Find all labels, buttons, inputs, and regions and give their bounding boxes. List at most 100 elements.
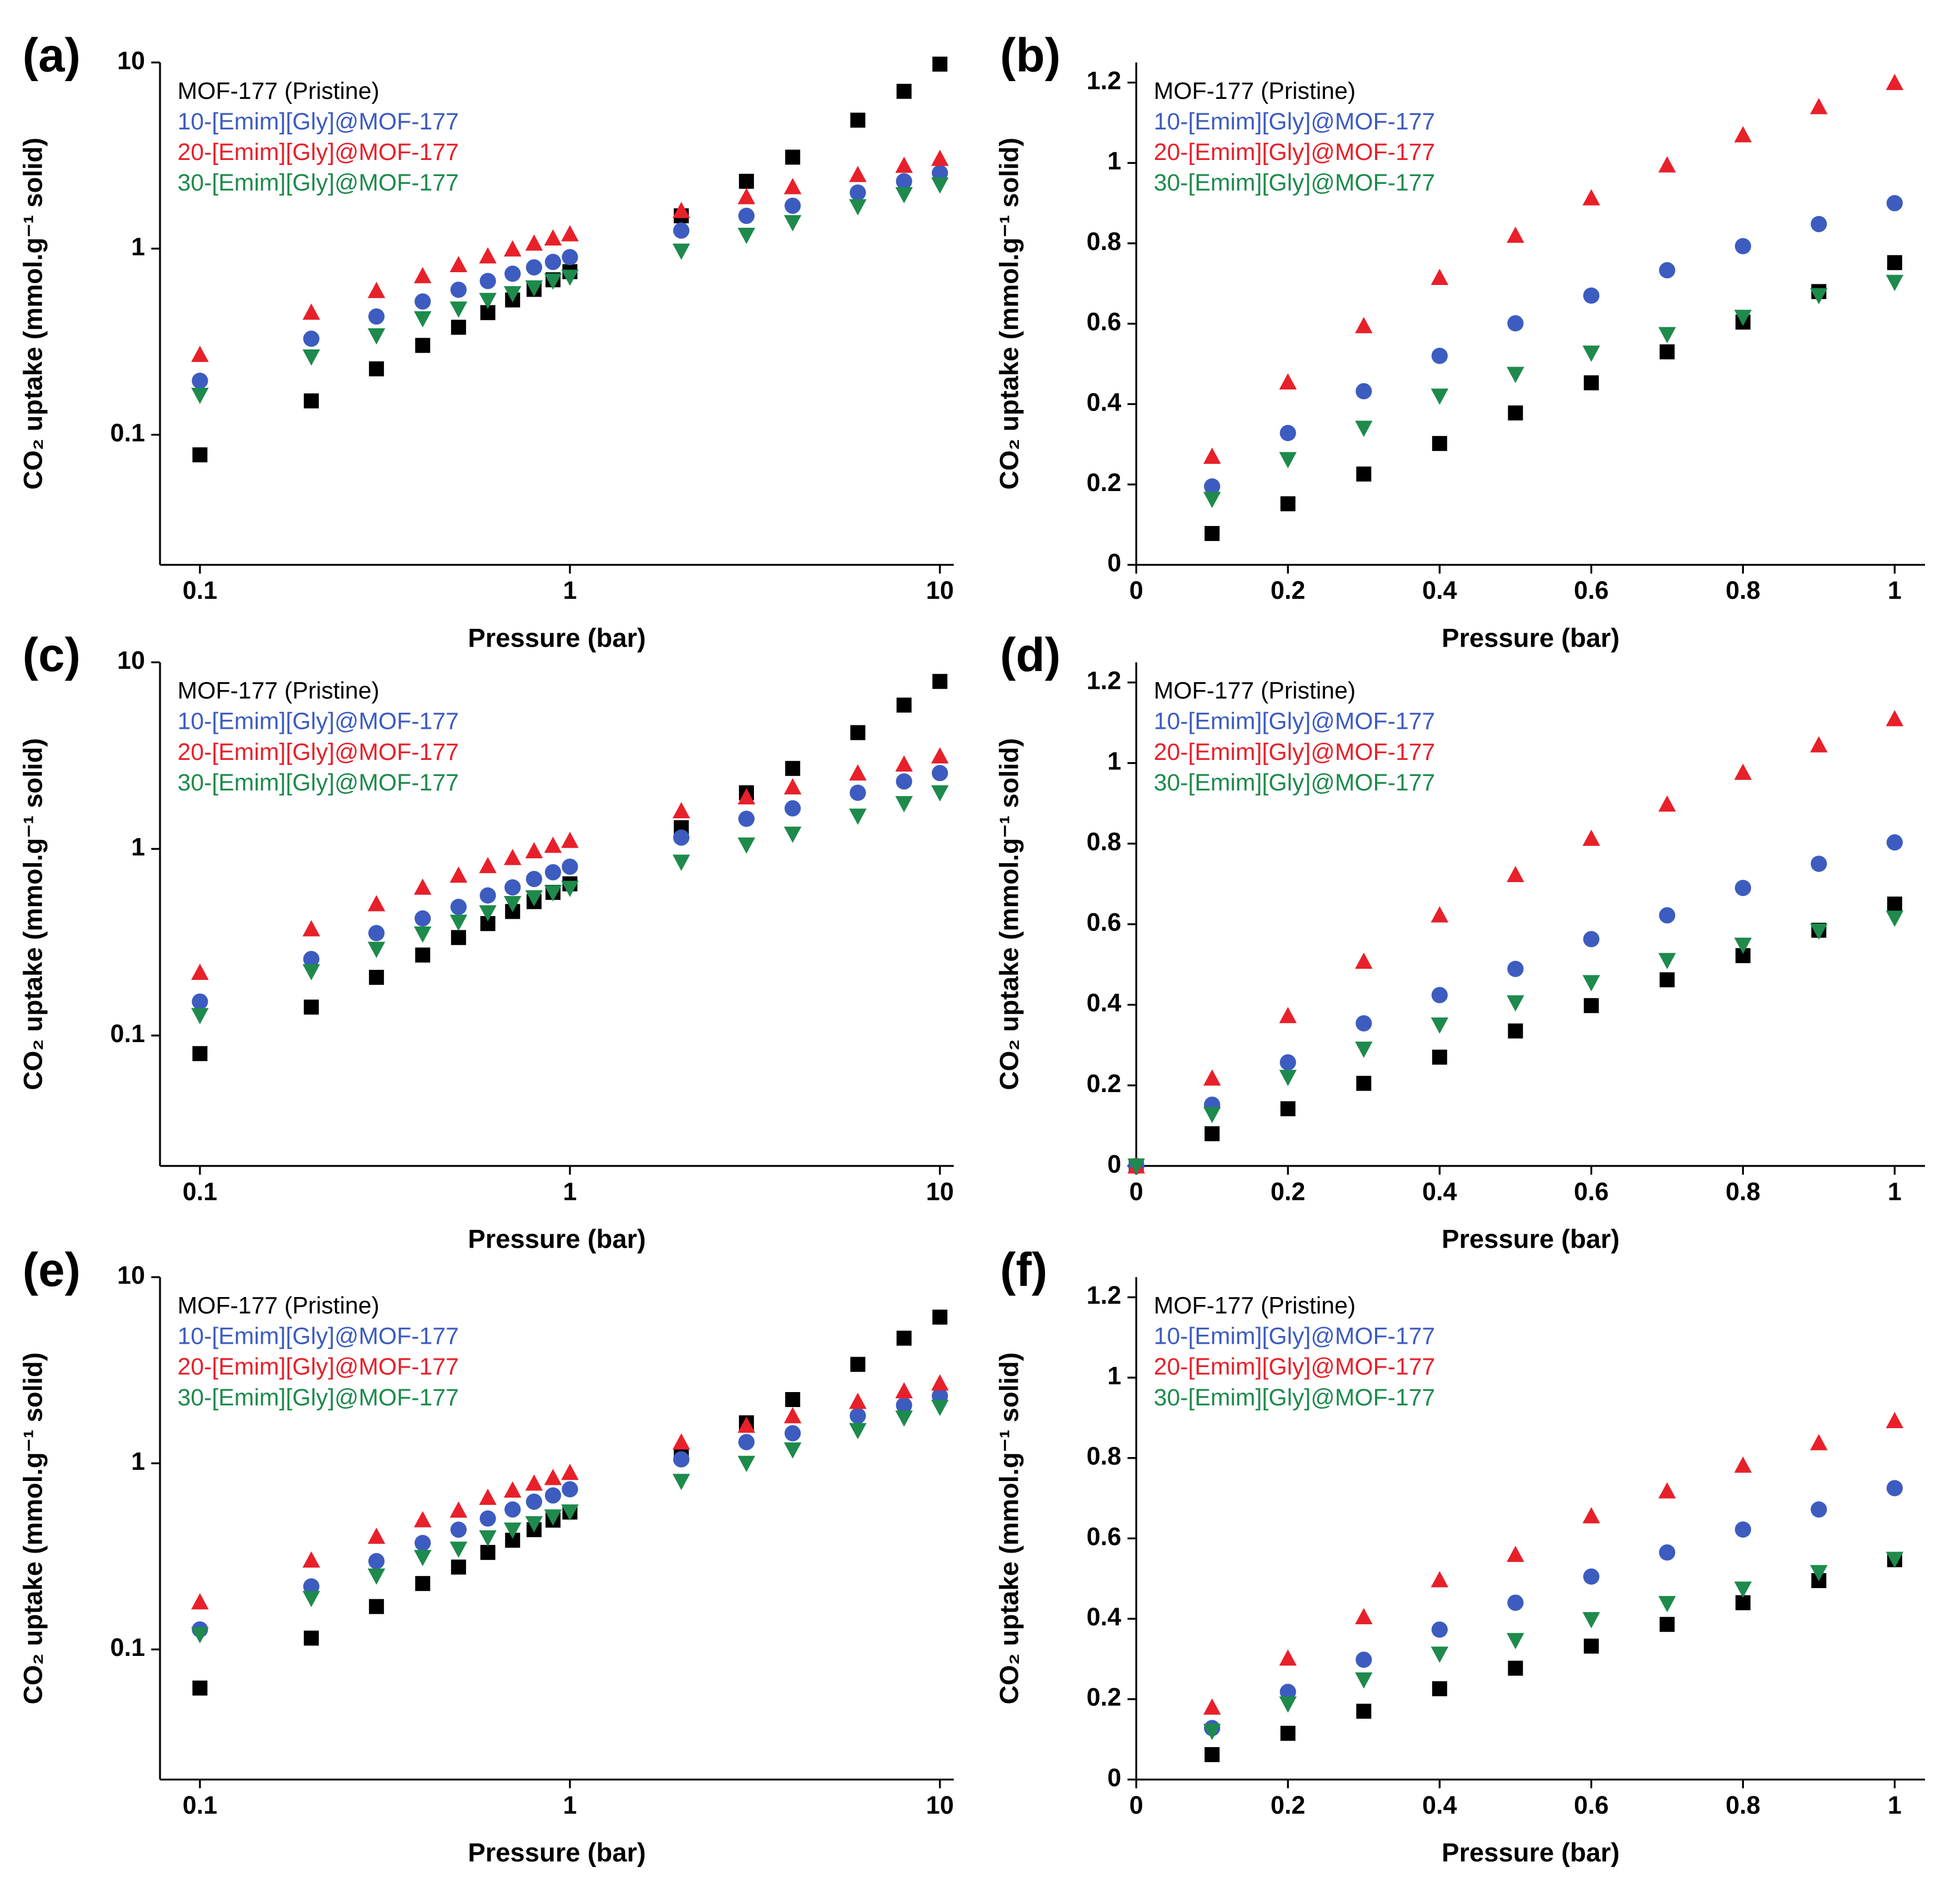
chart-panel: (d) 0 0.2 0.4 0.6 0.8 1 0 0.2 0.4 0.6 0.8 1 1.2 Pressu… bbox=[995, 629, 1925, 1254]
y-tick-label: 1 bbox=[131, 833, 145, 861]
point bbox=[931, 1374, 949, 1391]
point bbox=[784, 197, 801, 214]
point bbox=[895, 1382, 913, 1399]
point bbox=[1431, 1017, 1449, 1034]
point bbox=[303, 999, 319, 1015]
point bbox=[932, 164, 948, 181]
y-tick-label: 0.4 bbox=[1087, 1603, 1122, 1631]
point bbox=[850, 725, 866, 740]
point bbox=[1659, 1544, 1676, 1561]
point bbox=[1734, 763, 1752, 780]
point bbox=[1507, 995, 1524, 1012]
point bbox=[849, 1393, 867, 1409]
point bbox=[451, 930, 466, 945]
x-tick-label: 0.2 bbox=[1271, 1177, 1306, 1205]
point bbox=[1810, 923, 1828, 940]
point bbox=[1886, 910, 1904, 927]
point bbox=[1658, 953, 1676, 969]
point bbox=[895, 187, 913, 204]
point bbox=[1431, 906, 1449, 923]
legend-entry: 30-[Emim][Gly]@MOF-177 bbox=[1154, 169, 1435, 196]
point bbox=[1204, 478, 1221, 495]
point bbox=[931, 785, 949, 802]
point bbox=[1734, 1521, 1751, 1538]
point bbox=[737, 1416, 756, 1433]
point bbox=[414, 926, 432, 943]
chart-panel: (a) 0.1 1 10 0.1 1 10 Pressure (bar) CO₂ uptake … bbox=[18, 29, 953, 653]
point bbox=[737, 188, 756, 204]
point bbox=[849, 1408, 866, 1424]
point bbox=[1659, 1616, 1675, 1632]
point bbox=[1659, 907, 1676, 924]
x-axis-label: Pressure (bar) bbox=[468, 623, 646, 653]
y-tick-label: 0.4 bbox=[1087, 989, 1122, 1017]
point bbox=[450, 898, 467, 915]
y-tick-label: 1.2 bbox=[1087, 67, 1122, 95]
point bbox=[896, 83, 912, 99]
x-tick-label: 0.1 bbox=[183, 576, 218, 604]
point bbox=[303, 1630, 319, 1646]
legend-entry: 10-[Emim][Gly]@MOF-177 bbox=[1154, 1323, 1435, 1350]
y-tick-label: 0.6 bbox=[1087, 308, 1122, 336]
point bbox=[932, 765, 948, 782]
point bbox=[1811, 855, 1827, 872]
point bbox=[1734, 238, 1751, 254]
point bbox=[672, 243, 691, 260]
point bbox=[1659, 972, 1675, 988]
point bbox=[414, 1535, 431, 1551]
x-tick-label: 0.2 bbox=[1271, 576, 1306, 604]
point bbox=[367, 1528, 386, 1544]
point bbox=[504, 266, 521, 282]
point bbox=[1658, 327, 1676, 344]
point bbox=[415, 947, 431, 963]
point bbox=[302, 920, 321, 937]
point bbox=[1507, 226, 1524, 243]
point bbox=[1279, 424, 1296, 442]
x-tick-label: 0.4 bbox=[1422, 1177, 1457, 1205]
point bbox=[367, 942, 386, 958]
point bbox=[673, 1451, 689, 1468]
x-tick-label: 1 bbox=[563, 1791, 577, 1819]
point bbox=[1356, 383, 1372, 399]
point bbox=[367, 1568, 386, 1585]
x-axis-label: Pressure (bar) bbox=[468, 1838, 646, 1868]
point bbox=[1355, 1042, 1373, 1058]
legend-entry: 10-[Emim][Gly]@MOF-177 bbox=[178, 708, 459, 735]
point bbox=[415, 338, 431, 353]
chart-panel: (b) 0 0.2 0.4 0.6 0.8 1 0 0.2 0.4 0.6 0.8 1 1.2 Pressu… bbox=[995, 29, 1925, 653]
point bbox=[479, 905, 497, 922]
point bbox=[479, 293, 497, 309]
point bbox=[895, 1410, 913, 1427]
legend-entry: MOF-177 (Pristine) bbox=[178, 1292, 379, 1319]
point bbox=[414, 293, 431, 310]
point bbox=[368, 308, 385, 325]
point bbox=[1582, 829, 1601, 846]
point bbox=[1734, 879, 1751, 897]
point bbox=[931, 747, 949, 764]
legend-entry: MOF-177 (Pristine) bbox=[178, 78, 379, 104]
point bbox=[561, 1463, 579, 1480]
point bbox=[849, 166, 867, 182]
point bbox=[1203, 1698, 1221, 1715]
point bbox=[1431, 1571, 1449, 1588]
legend-entry: 30-[Emim][Gly]@MOF-177 bbox=[1154, 769, 1435, 796]
x-tick-label: 1 bbox=[1888, 1791, 1902, 1819]
legend-entry: MOF-177 (Pristine) bbox=[1154, 1292, 1356, 1319]
point bbox=[503, 895, 522, 913]
point bbox=[479, 273, 496, 289]
point bbox=[368, 1553, 385, 1570]
point bbox=[415, 1576, 431, 1591]
point bbox=[1734, 1581, 1752, 1598]
point bbox=[1507, 1633, 1524, 1649]
point bbox=[849, 199, 867, 216]
point bbox=[1507, 1594, 1524, 1611]
point bbox=[303, 331, 319, 347]
point bbox=[191, 346, 209, 362]
point bbox=[850, 112, 866, 128]
point bbox=[895, 755, 913, 772]
point bbox=[1203, 1069, 1221, 1086]
point bbox=[525, 280, 543, 297]
legend-entry: 10-[Emim][Gly]@MOF-177 bbox=[178, 1323, 459, 1350]
point bbox=[526, 1493, 542, 1510]
x-tick-label: 0.1 bbox=[183, 1177, 218, 1205]
